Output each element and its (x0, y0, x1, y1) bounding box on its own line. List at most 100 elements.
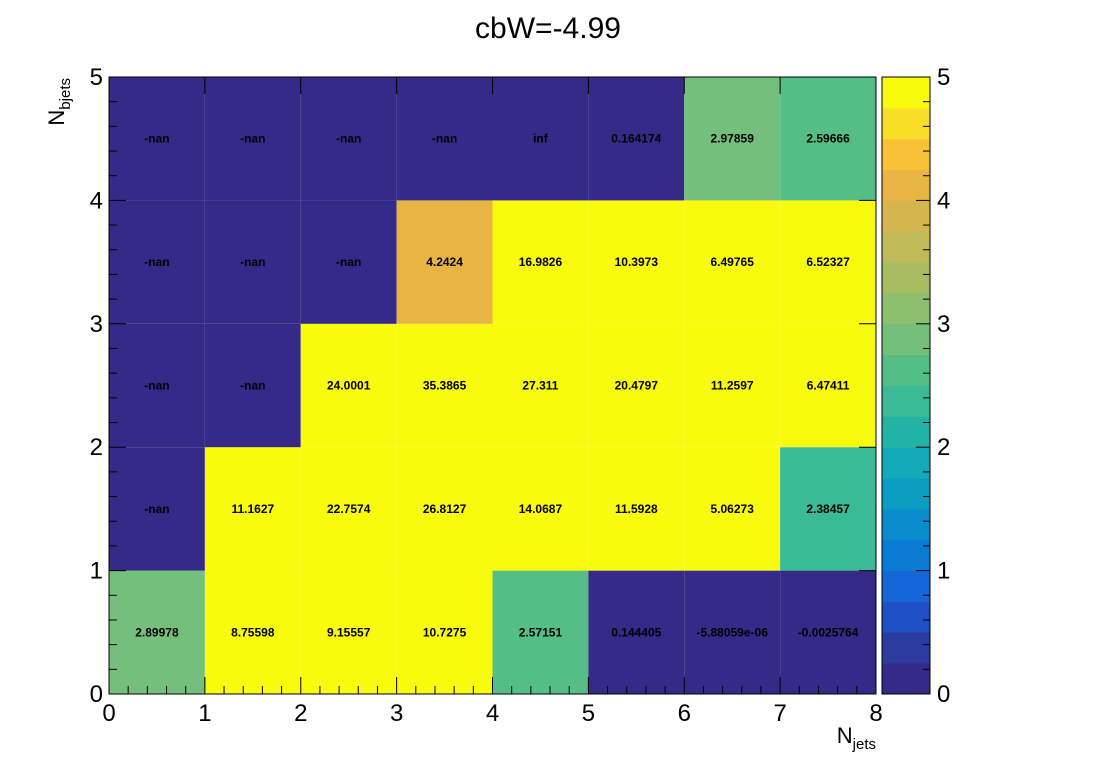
heatmap-cell (588, 447, 685, 571)
heatmap-cell (396, 77, 493, 201)
heatmap-cell (204, 323, 301, 448)
cell-value-label: 6.47411 (807, 379, 850, 393)
x-tick-label: 3 (390, 700, 403, 727)
cell-value-label: -nan (240, 132, 265, 146)
color-scale-bar: 0 1 2 3 4 5 (881, 64, 950, 708)
cell-value-label: 35.3865 (423, 379, 467, 393)
colorbar-band (882, 663, 930, 695)
heatmap-cell-labels: 2.89978 8.75598 9.15557 10.7275 2.57151 0.144… (135, 132, 859, 640)
colorbar-tick-label: 0 (937, 681, 950, 708)
heatmap-cell (588, 570, 685, 694)
heatmap-cell (684, 77, 781, 201)
heatmap-cell (588, 323, 685, 448)
colorbar-band (882, 262, 930, 294)
heatmap-cell (109, 570, 205, 694)
heatmap-cell (492, 77, 589, 201)
cell-value-label: 26.8127 (423, 502, 467, 516)
colorbar-band (882, 508, 930, 541)
cell-value-label: 5.06273 (710, 502, 754, 516)
heatmap-cell (780, 200, 876, 324)
cell-value-label: 16.9826 (519, 255, 563, 269)
cell-value-label: 20.4797 (615, 379, 659, 393)
colorbar-band (882, 323, 930, 356)
colorbar-band (882, 292, 930, 325)
x-tick-label: 7 (773, 700, 786, 727)
heatmap-cell (396, 323, 493, 448)
cell-value-label: 27.311 (522, 379, 558, 393)
heatmap-cell (396, 570, 493, 694)
heatmap-cell (109, 77, 205, 201)
x-tick-label: 2 (294, 700, 307, 727)
colorbar-band (882, 354, 930, 386)
colorbar-band (882, 539, 930, 572)
x-tick-label: 0 (102, 700, 115, 727)
heatmap-cell (396, 447, 493, 571)
cell-value-label: 8.75598 (231, 625, 275, 639)
colorbar-band (882, 107, 930, 140)
cell-value-label: 0.144405 (611, 625, 661, 639)
cell-value-label: -nan (144, 132, 169, 146)
heatmap-cell (492, 447, 589, 571)
x-tick-label: 5 (582, 700, 595, 727)
heatmap-cell (204, 447, 301, 571)
heatmap-cell (204, 570, 301, 694)
x-tick-label: 6 (678, 700, 691, 727)
cell-value-label: 6.49765 (710, 255, 754, 269)
heatmap-cell (684, 323, 781, 448)
heatmap-cell (300, 323, 397, 448)
y-tick-label: 1 (90, 558, 103, 585)
axes: 0 1 2 3 4 5 6 7 8 0 1 2 3 4 5 (90, 64, 883, 727)
heatmap-cell (684, 200, 781, 324)
chart-title: cbW=-4.99 (475, 12, 621, 45)
heatmap-cell (300, 200, 397, 324)
cell-value-label: 11.2597 (711, 379, 754, 393)
x-axis-label-main: N (837, 723, 853, 748)
heatmap-cell (588, 200, 685, 324)
heatmap-cells (109, 77, 876, 694)
heatmap-cell (109, 200, 205, 324)
cell-value-label: 9.15557 (327, 625, 371, 639)
x-tick-label: 8 (869, 700, 882, 727)
y-tick-label: 2 (90, 434, 103, 461)
cell-value-label: -5.88059e-06 (696, 625, 768, 639)
cell-value-label: -nan (432, 132, 457, 146)
heatmap-cell (300, 77, 397, 201)
y-tick-label: 0 (90, 681, 103, 708)
cell-value-label: inf (533, 132, 549, 146)
x-tick-label: 1 (198, 700, 211, 727)
heatmap-cell (684, 570, 781, 694)
cell-value-label: 0.164174 (611, 132, 661, 146)
cell-value-label: 2.59666 (806, 132, 850, 146)
cell-value-label: -nan (144, 379, 169, 393)
cell-value-label: 11.1627 (231, 502, 274, 516)
y-axis-label-sub: bjets (57, 78, 74, 110)
heatmap-cell (300, 447, 397, 571)
heatmap-cell (492, 570, 589, 694)
cell-value-label: 10.7275 (423, 625, 467, 639)
heatmap-cell (588, 77, 685, 201)
colorbar-band (882, 478, 930, 510)
heatmap-cell (780, 570, 876, 694)
cell-value-label: 14.0687 (519, 502, 563, 516)
cell-value-label: -nan (144, 502, 169, 516)
cell-value-label: 2.89978 (135, 625, 179, 639)
colorbar-band (882, 77, 930, 109)
colorbar-band (882, 416, 930, 448)
colorbar-tick-label: 4 (937, 187, 950, 214)
colorbar-band (882, 169, 930, 201)
heatmap-cell (109, 447, 205, 571)
cell-value-label: -0.0025764 (798, 625, 859, 639)
heatmap-cell (492, 200, 589, 324)
heatmap-cell (780, 77, 876, 201)
y-axis-label: Nbjets (44, 78, 74, 126)
heatmap-cell (204, 200, 301, 324)
cell-value-label: -nan (336, 255, 361, 269)
y-axis-label-main: N (44, 110, 69, 126)
cell-value-label: 2.97859 (710, 132, 754, 146)
colorbar-band (882, 200, 930, 232)
colorbar-frame (881, 76, 931, 695)
y-tick-label: 4 (90, 187, 103, 214)
cell-value-label: 4.2424 (426, 255, 463, 269)
cell-value-label: -nan (336, 132, 361, 146)
